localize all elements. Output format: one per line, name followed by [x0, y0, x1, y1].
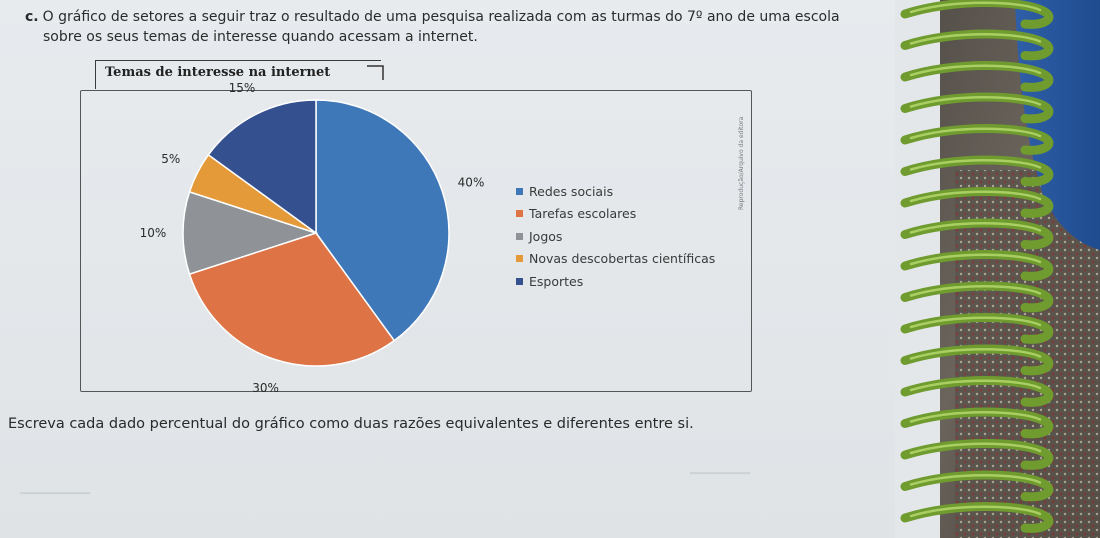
instruction-text: Escreva cada dado percentual do gráfico …	[8, 416, 694, 432]
chart-frame	[80, 90, 752, 392]
legend-item-1: Redes sociais	[516, 180, 746, 203]
textbook-page: c. O gráfico de setores a seguir traz o r…	[8, 7, 865, 495]
legend-item-3: Jogos	[516, 225, 746, 248]
binding-coil-highlight	[909, 190, 1042, 203]
pie-slice-label-1: 40%	[458, 176, 485, 190]
question-line-2: sobre os seus temas de interesse quando …	[43, 29, 478, 45]
legend-swatch-4	[516, 255, 523, 263]
pie-slice-2	[188, 232, 396, 367]
binding-coil-highlight	[909, 285, 1042, 297]
binding-coil-highlight	[909, 127, 1042, 140]
binding-coil-highlight	[909, 442, 1042, 455]
pie-slice-label-2: 30%	[252, 381, 279, 395]
legend-swatch-1	[516, 187, 523, 195]
binding-coil-highlight	[909, 96, 1042, 108]
legend-item-5: Esportes	[516, 270, 746, 293]
legend-label-5: Esportes	[529, 273, 584, 289]
question-text: c. O gráfico de setores a seguir traz o r…	[25, 7, 865, 47]
pie-slice-1	[315, 99, 450, 342]
chart-title-frame	[95, 60, 381, 89]
pie-slice-label-3: 10%	[140, 226, 167, 240]
legend-item-4: Novas descobertas científicas	[516, 248, 746, 271]
title-corner-mark	[367, 65, 384, 80]
legend-label-4: Novas descobertas científicas	[529, 251, 716, 267]
binding-coil-highlight	[909, 33, 1042, 45]
binding-coil-highlight	[909, 316, 1042, 329]
legend-label-2: Tarefas escolares	[529, 206, 637, 222]
legend-item-2: Tarefas escolares	[516, 203, 746, 226]
binding-coil-highlight	[909, 348, 1042, 360]
chart-legend: Redes sociais Tarefas escolares Jogos Novas…	[516, 180, 746, 293]
legend-label-1: Redes sociais	[529, 183, 614, 199]
pie-chart: 40% 30% 10% 5% 15%	[140, 81, 485, 395]
binding-coil-highlight	[909, 64, 1042, 77]
binding-coil-highlight	[909, 411, 1042, 423]
pie-slice-label-4: 5%	[161, 152, 180, 166]
binding-coil-highlight	[909, 1, 1042, 14]
legend-swatch-3	[516, 232, 523, 240]
chart-title: Temas de interesse na internet	[105, 65, 331, 80]
image-credit: Reprodução/Arquivo da editora	[738, 116, 745, 210]
pie-slice-3	[182, 190, 319, 276]
binding-coil-highlight	[909, 253, 1042, 266]
legend-label-3: Jogos	[529, 228, 563, 244]
binding-coil-highlight	[909, 159, 1042, 171]
binding-coil-highlight	[909, 379, 1042, 392]
pie-slice-label-5: 15%	[229, 81, 256, 95]
binding-coil-highlight	[909, 474, 1042, 486]
question-letter: c.	[25, 9, 39, 25]
pie-slice-5	[207, 99, 317, 235]
question-line-1: O gráfico de setores a seguir traz o res…	[42, 9, 840, 25]
binding-coil-highlight	[909, 505, 1042, 518]
bleed-through-text: ▁▁▁▁▁▁▁	[20, 480, 90, 495]
legend-swatch-5	[516, 277, 523, 285]
legend-swatch-2	[516, 210, 523, 218]
bleed-through-text: ▁▁▁▁▁▁	[690, 460, 750, 475]
binding-coil-highlight	[909, 222, 1042, 234]
spiral-binding	[895, 0, 1100, 538]
